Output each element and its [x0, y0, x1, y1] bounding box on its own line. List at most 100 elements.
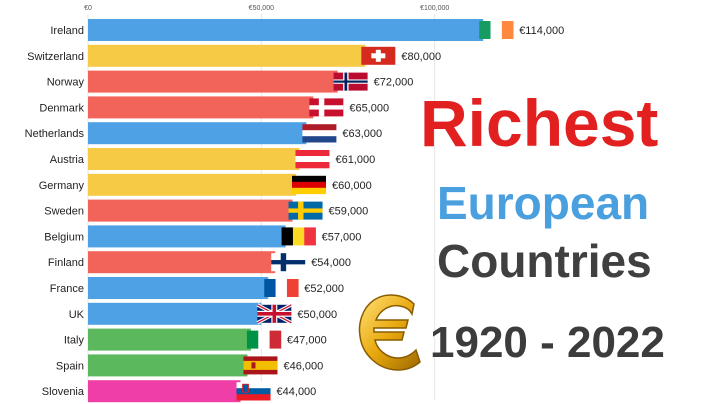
- flag-part: [264, 279, 276, 297]
- euro-coin-icon: [358, 294, 421, 371]
- flag-part: [257, 312, 292, 316]
- x-tick-label: €0: [84, 5, 92, 12]
- value-label: €50,000: [297, 309, 337, 321]
- flag-part: [333, 80, 368, 83]
- flag-part: [269, 330, 282, 349]
- value-label: €65,000: [349, 102, 389, 114]
- flag-part: [302, 136, 337, 143]
- year-range: 1920 - 2022: [430, 318, 665, 367]
- value-label: €80,000: [401, 51, 441, 63]
- category-label: Spain: [56, 360, 84, 372]
- value-label: €63,000: [342, 128, 382, 140]
- value-label: €114,000: [519, 25, 564, 37]
- flag-part: [236, 382, 271, 389]
- bar-italy: [88, 328, 251, 351]
- category-label: Belgium: [44, 231, 84, 243]
- switzerland-flag-icon: [361, 46, 396, 65]
- x-tick-label: €50,000: [249, 5, 274, 12]
- flag-part: [295, 162, 330, 169]
- austria-flag-icon: [295, 150, 330, 169]
- title-european: European: [437, 177, 650, 229]
- flag-part: [236, 394, 271, 401]
- bar-spain: [88, 354, 248, 377]
- sweden-flag-icon: [288, 201, 323, 220]
- value-label: €47,000: [287, 335, 327, 347]
- flag-part: [302, 130, 337, 137]
- value-label: €54,000: [311, 257, 351, 269]
- category-label: France: [50, 283, 84, 295]
- bar-slovenia: [88, 380, 241, 403]
- netherlands-flag-icon: [302, 124, 337, 143]
- x-tick-label: €100,000: [420, 5, 449, 12]
- norway-flag-icon: [333, 72, 368, 91]
- category-label: Slovenia: [42, 386, 85, 398]
- finland-flag-icon: [271, 253, 306, 272]
- bar-uk: [88, 302, 262, 325]
- category-label: Switzerland: [27, 51, 84, 63]
- value-label: €61,000: [335, 154, 375, 166]
- flag-part: [501, 21, 514, 39]
- flag-part: [292, 181, 326, 189]
- category-label: Austria: [50, 154, 85, 166]
- flag-part: [258, 330, 270, 349]
- value-label: €52,000: [304, 283, 344, 295]
- title-richest: Richest: [420, 86, 659, 160]
- flag-part: [281, 227, 294, 246]
- flag-part: [251, 362, 256, 369]
- category-label: Italy: [64, 335, 85, 347]
- category-label: Norway: [47, 77, 85, 89]
- flag-part: [246, 330, 259, 349]
- value-label: €46,000: [283, 360, 323, 372]
- flag-part: [292, 187, 326, 195]
- flag-part: [295, 156, 330, 163]
- ireland-flag-icon: [479, 21, 514, 39]
- flag-part: [309, 105, 344, 110]
- category-label: Sweden: [44, 206, 84, 218]
- category-label: UK: [69, 309, 85, 321]
- belgium-flag-icon: [281, 227, 316, 246]
- bar-sweden: [88, 199, 293, 222]
- category-label: Netherlands: [25, 128, 85, 140]
- value-label: €60,000: [332, 180, 372, 192]
- title-countries: Countries: [437, 235, 652, 287]
- flag-part: [271, 260, 306, 265]
- slovenia-flag-icon: [236, 382, 271, 401]
- bar-austria: [88, 148, 300, 170]
- italy-flag-icon: [246, 330, 282, 349]
- category-label: Germany: [39, 180, 85, 192]
- bar-switzerland: [88, 44, 366, 67]
- flag-part: [490, 21, 503, 39]
- flag-part: [479, 21, 491, 39]
- bar-france: [88, 277, 269, 299]
- flag-part: [371, 53, 386, 59]
- flag-part: [243, 360, 278, 370]
- value-label: €59,000: [329, 206, 369, 218]
- denmark-flag-icon: [309, 98, 344, 117]
- flag-part: [292, 227, 305, 246]
- flag-part: [242, 383, 249, 393]
- bar-ireland: [88, 19, 484, 41]
- bar-germany: [88, 173, 296, 196]
- flag-part: [286, 279, 299, 297]
- flag-part: [275, 279, 288, 297]
- flag-part: [292, 175, 326, 183]
- category-label: Finland: [48, 257, 84, 269]
- bar-finland: [88, 251, 276, 274]
- bar-belgium: [88, 225, 286, 248]
- bar-netherlands: [88, 122, 307, 145]
- value-label: €44,000: [277, 386, 317, 398]
- value-label: €72,000: [374, 77, 414, 89]
- category-label: Ireland: [50, 25, 84, 37]
- value-label: €57,000: [322, 231, 362, 243]
- flag-part: [288, 208, 323, 213]
- france-flag-icon: [264, 279, 299, 297]
- flag-part: [304, 227, 316, 246]
- bar-norway: [88, 70, 338, 93]
- flag-part: [302, 124, 337, 131]
- flag-part: [236, 388, 271, 395]
- uk-flag-icon: [256, 303, 293, 325]
- flag-part: [295, 150, 330, 157]
- bar-denmark: [88, 96, 314, 119]
- spain-flag-icon: [243, 356, 278, 375]
